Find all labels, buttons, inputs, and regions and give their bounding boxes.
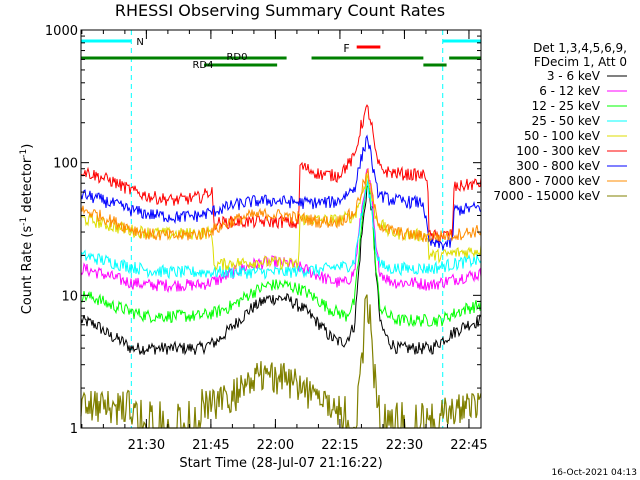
timestamp: 16-Oct-2021 04:13 xyxy=(552,468,637,478)
x-tick-label: 21:45 xyxy=(192,438,229,453)
y-axis-label: Count Rate (s-1 detector-1) xyxy=(19,144,35,315)
x-tick-label: 21:30 xyxy=(128,438,165,453)
legend-label: 7000 - 15000 keV xyxy=(493,189,600,203)
legend-label: 25 - 50 keV xyxy=(532,114,601,128)
legend-label: 100 - 300 keV xyxy=(516,144,600,158)
legend-label: 3 - 6 keV xyxy=(547,69,601,83)
series-1 xyxy=(80,167,482,294)
series-line-5 xyxy=(80,104,482,243)
series-line-0 xyxy=(80,185,482,356)
legend-label: 50 - 100 keV xyxy=(524,129,601,143)
plot-frame xyxy=(80,29,482,429)
legend-label: 6 - 12 keV xyxy=(539,84,601,98)
y-axis-label-end: ) xyxy=(20,144,35,149)
rd4-label: RD4 xyxy=(192,60,213,71)
x-tick-label: 22:00 xyxy=(257,438,294,453)
night-label: N xyxy=(136,37,143,48)
legend: Det 1,3,4,5,6,9, FDecim 1, Att 0 3 - 6 k… xyxy=(493,41,627,203)
series-5 xyxy=(80,104,482,243)
series-line-2 xyxy=(80,184,482,328)
series-0 xyxy=(80,185,482,356)
legend-label: 12 - 25 keV xyxy=(532,99,601,113)
x-axis: 21:30 21:45 22:00 22:15 22:30 22:45 xyxy=(81,30,488,453)
series-7 xyxy=(80,168,482,243)
y-axis-label-sup-1: -1 xyxy=(19,217,29,226)
legend-header-2: FDecim 1, Att 0 xyxy=(534,55,627,69)
rd0-label: RD0 xyxy=(226,52,247,63)
series-line-6 xyxy=(80,134,482,251)
x-tick-label: 22:45 xyxy=(450,438,487,453)
chart-title: RHESSI Observing Summary Count Rates xyxy=(115,1,445,20)
y-axis-label-sup-2: -1 xyxy=(19,149,29,158)
y-tick-label: 1000 xyxy=(45,24,78,39)
x-tick-label: 22:15 xyxy=(321,438,358,453)
y-tick-label: 1 xyxy=(70,422,78,437)
y-axis-label-main: Count Rate (s xyxy=(20,226,35,315)
y-axis-label-mid: detector xyxy=(20,157,35,217)
y-axis: 1 10 100 1000 xyxy=(45,24,481,437)
y-tick-label: 100 xyxy=(53,157,78,172)
series-line-1 xyxy=(80,167,482,294)
legend-header-1: Det 1,3,4,5,6,9, xyxy=(533,41,627,55)
series-line-7 xyxy=(80,168,482,243)
y-tick-label: 10 xyxy=(61,289,78,304)
series-6 xyxy=(80,134,482,251)
flare-label: F xyxy=(343,42,349,55)
x-tick-label: 22:30 xyxy=(386,438,423,453)
x-axis-label: Start Time (28-Jul-07 21:16:22) xyxy=(179,456,382,471)
legend-label: 300 - 800 keV xyxy=(516,159,600,173)
legend-label: 800 - 7000 keV xyxy=(509,174,601,188)
rd-layer: F RD0 RD4 xyxy=(81,42,481,71)
series-2 xyxy=(80,184,482,328)
